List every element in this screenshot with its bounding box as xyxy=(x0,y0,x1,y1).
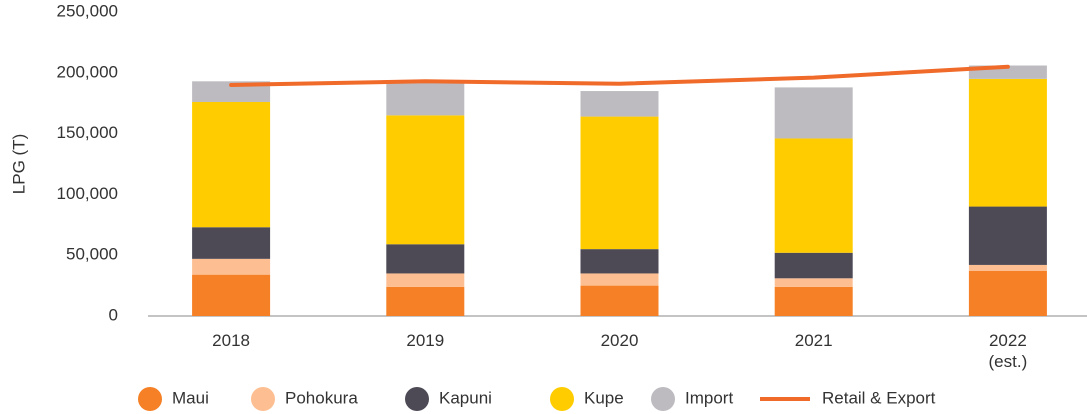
bar-segment xyxy=(968,206,1047,265)
legend-label: Kupe xyxy=(584,388,624,407)
bar-segment xyxy=(968,271,1047,316)
bar-segment xyxy=(968,264,1047,272)
y-tick-label: 250,000 xyxy=(57,1,118,20)
bar-segment xyxy=(386,115,465,245)
bar-segment xyxy=(580,116,659,250)
y-axis-title: LPG (T) xyxy=(9,134,28,194)
bar-segment xyxy=(774,252,853,279)
x-tick-label: 2020 xyxy=(600,331,639,350)
bar-segment xyxy=(774,87,853,139)
legend-label: Import xyxy=(685,388,733,407)
bar-segment xyxy=(192,258,271,275)
legend-swatch xyxy=(550,387,574,411)
x-tick-label: 2021 xyxy=(794,331,833,350)
legend-swatch xyxy=(405,387,429,411)
legend-label: Maui xyxy=(172,388,209,407)
x-tick-label: 2019 xyxy=(406,331,445,350)
x-tick-label: 2018 xyxy=(212,331,250,350)
bar-segment xyxy=(386,82,465,116)
bar-segment xyxy=(386,286,465,316)
bar-segment xyxy=(386,244,465,274)
legend-swatch xyxy=(651,387,675,411)
bar-segment xyxy=(968,78,1047,207)
bar-segment xyxy=(580,249,659,274)
bar-segment xyxy=(192,227,271,259)
line-series xyxy=(229,64,1010,87)
bar-segment xyxy=(774,138,853,253)
y-tick-label: 50,000 xyxy=(66,245,118,264)
legend-label: Kapuni xyxy=(439,388,492,407)
bar-segment xyxy=(192,274,271,316)
y-tick-label: 200,000 xyxy=(57,62,118,81)
y-tick-label: 150,000 xyxy=(57,123,118,142)
bar-segment xyxy=(774,278,853,287)
bar-segment xyxy=(192,101,271,228)
legend-label: Retail & Export xyxy=(822,388,936,407)
legend-swatch xyxy=(251,387,275,411)
x-tick-label: 2022 (est.) xyxy=(988,331,1028,371)
y-tick-label: 100,000 xyxy=(57,184,118,203)
bar-segment xyxy=(580,273,659,286)
legend-label: Pohokura xyxy=(285,388,358,407)
bar-segment xyxy=(774,286,853,316)
y-tick-label: 0 xyxy=(109,305,118,324)
bar-segment xyxy=(580,91,659,117)
legend-swatch xyxy=(138,387,162,411)
bar-segment xyxy=(580,285,659,316)
bar-segment xyxy=(386,273,465,287)
